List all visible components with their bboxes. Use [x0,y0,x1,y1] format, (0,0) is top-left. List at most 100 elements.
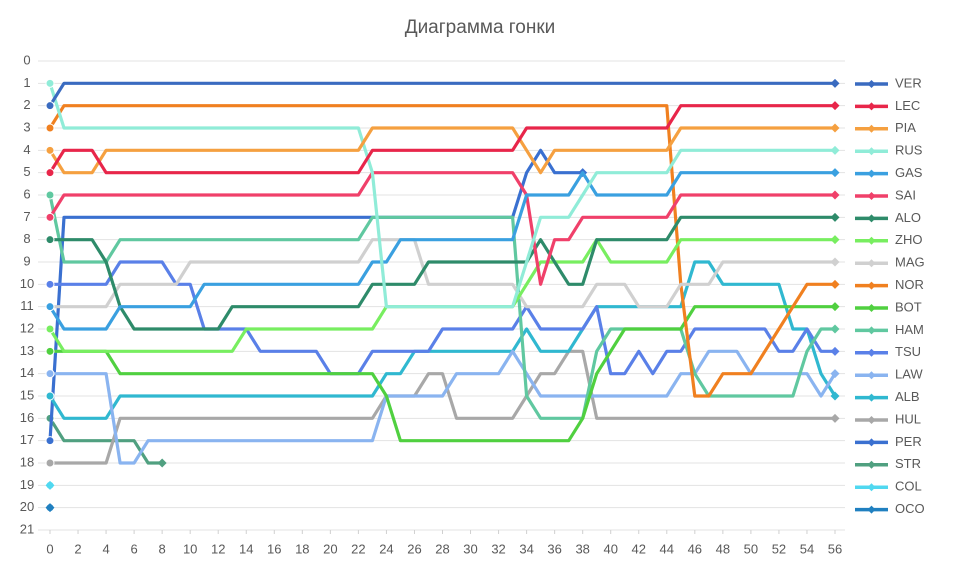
legend-marker [867,460,876,469]
legend-label: HUL [895,411,921,426]
x-tick-label: 48 [716,541,730,556]
start-marker [45,101,55,111]
end-marker [830,391,840,401]
start-marker [45,324,55,334]
end-marker [830,257,840,267]
legend-label: LAW [895,367,923,382]
series-line [48,171,837,331]
y-tick-label: 11 [20,298,34,313]
y-tick-label: 3 [23,119,30,134]
x-tick-label: 14 [239,541,253,556]
legend-label: BOT [895,299,922,314]
x-tick-label: 16 [267,541,281,556]
start-marker [45,302,55,312]
legend-marker [867,348,876,357]
legend-marker [867,259,876,268]
x-tick-label: 36 [547,541,561,556]
series-line [48,171,837,286]
legend-marker [867,80,876,88]
x-tick-label: 32 [491,541,505,556]
y-tick-label: 9 [23,253,30,268]
y-tick-label: 8 [23,231,30,246]
x-tick-label: 56 [828,541,842,556]
series-line [48,305,837,443]
legend-marker [867,102,876,111]
x-tick-label: 6 [130,541,137,556]
end-marker [830,279,840,289]
series-line [48,349,837,465]
end-marker [830,190,840,200]
x-tick-label: 20 [323,541,337,556]
legend-marker [867,393,876,402]
end-marker [830,369,840,379]
legend-label: SAI [895,187,916,202]
series-line [48,260,837,376]
y-tick-label: 15 [20,387,34,402]
end-marker [830,212,840,222]
legend-label: OCO [895,501,925,516]
x-tick-label: 8 [159,541,166,556]
legend-marker [867,326,876,335]
end-marker [830,78,840,88]
start-marker [45,279,55,289]
x-tick-label: 34 [519,541,533,556]
legend-marker [867,214,876,223]
series-line [48,416,164,465]
y-tick-label: 7 [23,209,30,224]
series-line [48,81,837,108]
legend-marker [867,236,876,245]
x-tick-label: 18 [295,541,309,556]
start-marker [45,212,55,222]
y-tick-label: 2 [23,97,30,112]
legend-label: TSU [895,344,921,359]
series-line [48,215,837,331]
legend-label: GAS [895,165,923,180]
legend-label: ALO [895,210,921,225]
x-tick-label: 46 [688,541,702,556]
x-tick-label: 0 [46,541,53,556]
series-line [48,193,837,420]
x-tick-label: 4 [102,541,109,556]
y-tick-label: 19 [20,477,34,492]
y-tick-label: 16 [20,410,34,425]
y-tick-label: 10 [20,276,34,291]
start-marker [45,369,55,379]
end-marker [830,302,840,312]
x-tick-label: 40 [603,541,617,556]
x-tick-label: 22 [351,541,365,556]
x-tick-label: 38 [575,541,589,556]
legend-marker [867,147,876,156]
x-tick-label: 42 [632,541,646,556]
start-marker [45,168,55,178]
legend-marker [867,304,876,312]
legend-marker [867,438,876,447]
legend-label: PIA [895,120,916,135]
start-marker [45,436,55,446]
series-line [48,126,837,175]
end-marker [830,346,840,356]
x-tick-label: 52 [772,541,786,556]
start-marker [45,391,55,401]
start-marker [45,78,55,88]
end-marker [830,235,840,245]
legend-label: ZHO [895,232,922,247]
legend-marker [867,169,876,178]
start-marker [45,346,55,356]
legend-marker [867,483,876,492]
start-marker [45,145,55,155]
series-line [48,104,837,398]
x-tick-label: 24 [379,541,393,556]
start-marker [45,235,55,245]
x-tick-label: 30 [463,541,477,556]
legend-marker [867,192,876,200]
x-tick-label: 50 [744,541,758,556]
legend-label: LEC [895,98,920,113]
y-tick-label: 6 [23,186,30,201]
x-tick-label: 28 [435,541,449,556]
y-tick-label: 17 [20,432,34,447]
legend-label: HAM [895,322,924,337]
end-marker [830,413,840,423]
legend-label: NOR [895,277,924,292]
legend-label: COL [895,479,922,494]
